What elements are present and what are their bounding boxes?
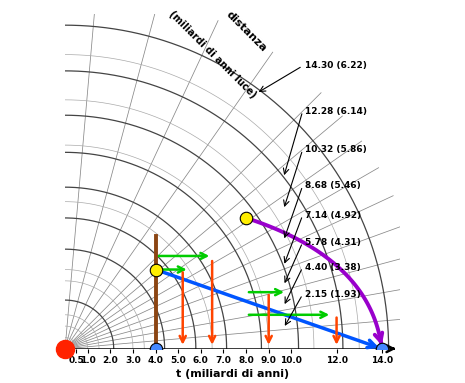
- Text: 12.28 (6.14): 12.28 (6.14): [305, 106, 367, 116]
- Text: 2.15 (1.93): 2.15 (1.93): [305, 290, 361, 299]
- Text: 7.14 (4.92): 7.14 (4.92): [305, 211, 361, 220]
- Text: (miliardi di anni luce): (miliardi di anni luce): [166, 9, 258, 100]
- Text: distanza: distanza: [224, 10, 268, 54]
- Text: 8.68 (5.46): 8.68 (5.46): [305, 181, 361, 190]
- Text: 10.32 (5.86): 10.32 (5.86): [305, 145, 366, 154]
- Text: 5.78 (4.31): 5.78 (4.31): [305, 238, 361, 247]
- Text: 4.40 (3.38): 4.40 (3.38): [305, 263, 361, 272]
- Text: 14.30 (6.22): 14.30 (6.22): [305, 61, 367, 70]
- X-axis label: t (miliardi di anni): t (miliardi di anni): [176, 369, 289, 379]
